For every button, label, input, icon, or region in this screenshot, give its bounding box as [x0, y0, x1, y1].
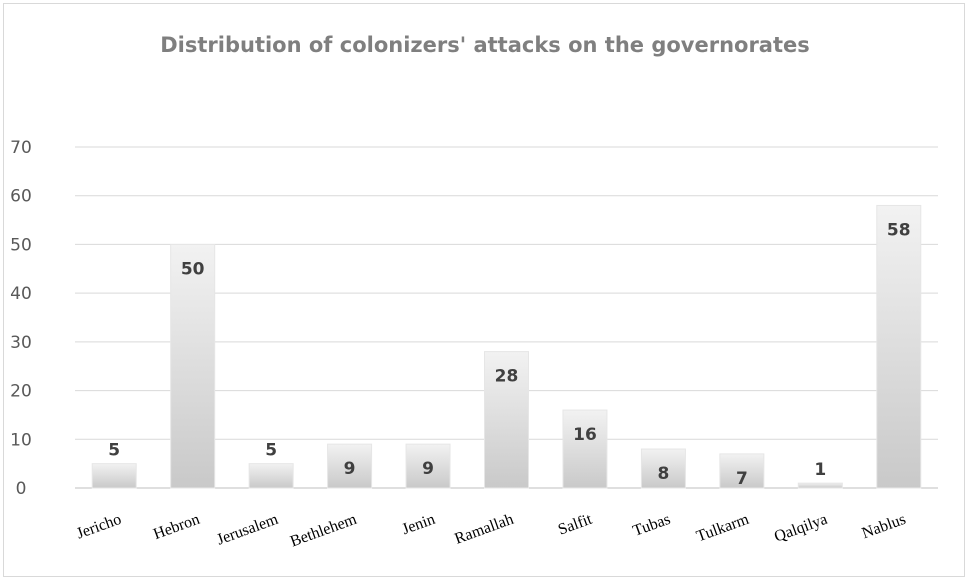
y-tick-label: 20: [10, 382, 32, 402]
data-label-salfit: 16: [573, 425, 597, 445]
bar-tulkarm: [719, 453, 765, 489]
bar-hebron: [170, 243, 216, 489]
category-label-bethlehem: Bethlehem: [288, 511, 359, 551]
y-tick-label: 0: [16, 479, 27, 499]
data-label-tubas: 8: [657, 464, 669, 484]
category-label-jerusalem: Jerusalem: [215, 511, 281, 549]
chart-title: Distribution of colonizers' attacks on t…: [160, 33, 810, 57]
data-label-jericho: 5: [108, 441, 120, 461]
y-tick-label: 50: [10, 235, 32, 255]
category-label-tulkarm: Tulkarm: [694, 511, 752, 546]
data-label-tulkarm: 7: [736, 469, 748, 489]
bar-qalqilya: [797, 482, 843, 489]
data-label-jerusalem: 5: [265, 441, 277, 461]
data-label-bethlehem: 9: [344, 459, 356, 479]
data-labels: 5 50 5 9 9 28 16 8 7 1 58: [108, 220, 910, 488]
category-label-jericho: Jericho: [74, 511, 123, 543]
bar-jenin: [405, 443, 451, 489]
x-axis-category-labels: Jericho Hebron Jerusalem Bethlehem Jenin Rama…: [74, 511, 908, 551]
bar-ramallah: [484, 351, 529, 489]
y-tick-label: 70: [10, 138, 32, 158]
data-label-nablus: 58: [887, 220, 911, 240]
category-label-hebron: Hebron: [151, 511, 202, 543]
category-label-qalqilya: Qalqilya: [772, 511, 830, 546]
category-label-nablus: Nablus: [860, 511, 908, 542]
bar-jerusalem: [248, 463, 294, 489]
y-tick-label: 10: [10, 430, 32, 450]
category-label-tubas: Tubas: [631, 511, 673, 540]
y-tick-label: 60: [10, 187, 32, 207]
y-tick-label: 40: [10, 284, 32, 304]
category-label-salfit: Salfit: [556, 511, 595, 539]
bar-nablus: [876, 204, 922, 489]
bars: [91, 204, 922, 489]
category-label-ramallah: Ramallah: [452, 511, 515, 548]
bar-tubas: [640, 448, 686, 489]
y-tick-label: 30: [10, 333, 32, 353]
data-label-ramallah: 28: [495, 367, 519, 387]
bar-salfit: [562, 409, 608, 489]
bar-jericho: [91, 463, 137, 489]
data-label-qalqilya: 1: [814, 460, 826, 480]
y-axis-tick-labels: 0 10 20 30 40 50 60 70: [10, 138, 32, 499]
bar-bethlehem: [327, 443, 373, 489]
data-label-jenin: 9: [422, 459, 434, 479]
data-label-hebron: 50: [181, 259, 205, 279]
category-label-jenin: Jenin: [400, 511, 438, 539]
